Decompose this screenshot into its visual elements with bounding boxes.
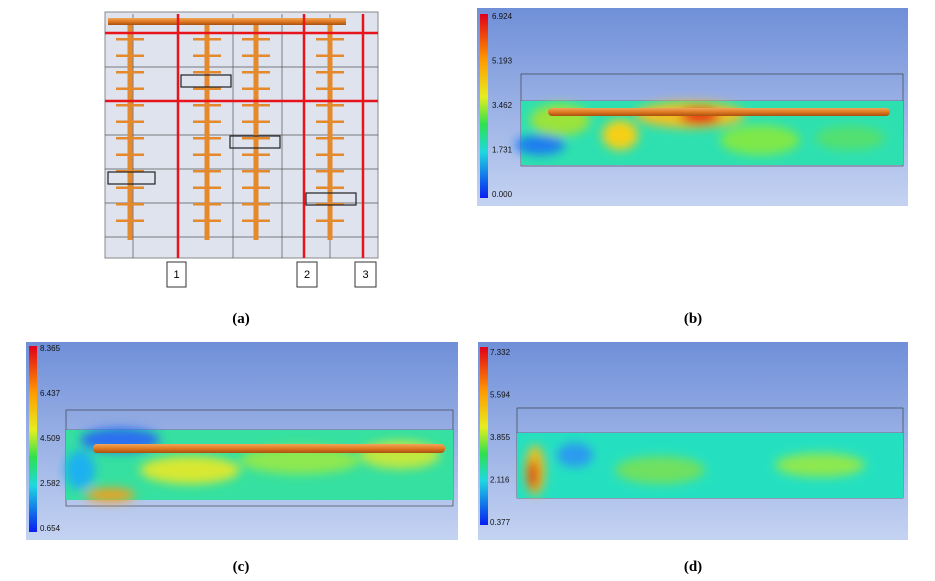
pipe-branch bbox=[116, 219, 144, 222]
pipe-branch bbox=[316, 54, 344, 57]
pipe-branch bbox=[116, 38, 144, 41]
colorbar bbox=[480, 14, 488, 198]
colorbar-label: 7.332 bbox=[490, 348, 511, 357]
pipe-riser bbox=[127, 25, 133, 240]
pipe-riser bbox=[253, 25, 259, 240]
pipe-branch bbox=[116, 87, 144, 90]
pipe-branch bbox=[316, 203, 344, 206]
colorbar-label: 2.116 bbox=[490, 476, 510, 485]
pipe-branch bbox=[242, 71, 270, 74]
pipe-branch bbox=[242, 104, 270, 107]
pipe-branch bbox=[193, 186, 221, 189]
colorbar-label: 4.509 bbox=[40, 434, 61, 443]
section-lines bbox=[105, 14, 378, 258]
caption: (b) bbox=[684, 311, 702, 327]
pipe-riser bbox=[204, 25, 210, 240]
caption: (d) bbox=[684, 559, 702, 575]
pipe-branch bbox=[116, 170, 144, 173]
colorbar-label: 3.462 bbox=[492, 101, 513, 110]
pipe-branch bbox=[242, 137, 270, 140]
panel-d: (d) bbox=[478, 342, 908, 575]
pipe-branch bbox=[193, 71, 221, 74]
colorbar-label: 0.000 bbox=[492, 190, 513, 199]
panel-b: (b) bbox=[477, 8, 908, 327]
colorbar-label: 1.731 bbox=[492, 146, 513, 155]
pipe-branch bbox=[316, 170, 344, 173]
pipe-branch bbox=[193, 54, 221, 57]
colorbar-label: 2.582 bbox=[40, 479, 61, 488]
pipe-branch bbox=[242, 170, 270, 173]
pipe-branch bbox=[116, 104, 144, 107]
pipe-branch bbox=[116, 120, 144, 123]
pipe-branch bbox=[116, 203, 144, 206]
pipe-branch bbox=[316, 186, 344, 189]
pipe-branch bbox=[193, 120, 221, 123]
pipe-branch bbox=[316, 120, 344, 123]
colorbar-label: 5.193 bbox=[492, 57, 513, 66]
section-label: 1 bbox=[173, 269, 179, 281]
pipe-branch bbox=[193, 203, 221, 206]
pipe-branch bbox=[193, 87, 221, 90]
colorbar bbox=[480, 347, 488, 525]
pipe-branch bbox=[242, 54, 270, 57]
caption: (c) bbox=[233, 559, 250, 575]
pipe-branch bbox=[242, 186, 270, 189]
colorbar-label: 6.437 bbox=[40, 389, 61, 398]
pipe-branch bbox=[193, 104, 221, 107]
colorbar-label: 3.855 bbox=[490, 433, 511, 442]
panel-c: (c) bbox=[26, 342, 458, 575]
pipe-branch bbox=[193, 38, 221, 41]
pipe-branch bbox=[242, 87, 270, 90]
section-label: 2 bbox=[304, 269, 310, 281]
pipe-riser bbox=[327, 25, 333, 240]
pipe-branch bbox=[316, 153, 344, 156]
colorbar bbox=[29, 346, 37, 532]
pipe-branch bbox=[116, 186, 144, 189]
pipe-branch bbox=[116, 71, 144, 74]
pipe-branch bbox=[242, 38, 270, 41]
pipe-branch bbox=[116, 137, 144, 140]
section-label: 3 bbox=[362, 269, 368, 281]
main-pipe bbox=[108, 18, 346, 25]
pipe-branch bbox=[316, 87, 344, 90]
pipe-branch bbox=[116, 54, 144, 57]
pipe-branch bbox=[316, 137, 344, 140]
colorbar-label: 5.594 bbox=[490, 391, 511, 400]
panel-a: 1 2 3 (a) bbox=[104, 11, 379, 327]
pipe-branch bbox=[116, 153, 144, 156]
pipe-branch bbox=[193, 170, 221, 173]
pipe-branch bbox=[242, 219, 270, 222]
pipe-branch bbox=[242, 153, 270, 156]
colorbar-label: 0.654 bbox=[40, 524, 61, 533]
colorbar-label: 8.365 bbox=[40, 344, 61, 353]
pipe-branch bbox=[242, 120, 270, 123]
pipe-branch bbox=[242, 203, 270, 206]
pipe-branch bbox=[193, 137, 221, 140]
caption: (a) bbox=[232, 311, 250, 327]
colorbar-label: 0.377 bbox=[490, 518, 511, 527]
pipe-branch bbox=[193, 153, 221, 156]
pipe-branch bbox=[316, 71, 344, 74]
pipe-branch bbox=[316, 38, 344, 41]
colorbar-label: 6.924 bbox=[492, 12, 513, 21]
pipe-branch bbox=[316, 104, 344, 107]
pipe-branch bbox=[316, 219, 344, 222]
pipe-branch bbox=[193, 219, 221, 222]
